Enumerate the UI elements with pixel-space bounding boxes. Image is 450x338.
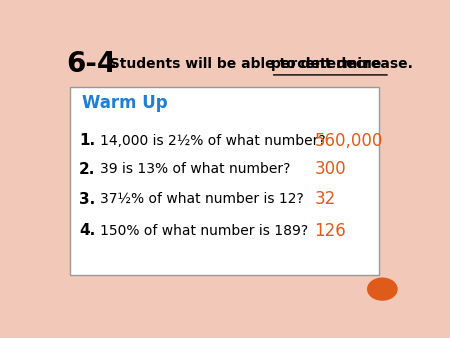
Text: 4.: 4. — [79, 223, 95, 238]
Text: 2.: 2. — [79, 162, 95, 177]
Text: 32: 32 — [314, 190, 336, 208]
Text: percent decrease.: percent decrease. — [271, 57, 413, 71]
Text: 1.: 1. — [79, 133, 95, 148]
Text: 560,000: 560,000 — [314, 132, 382, 150]
Text: Students will be able to determine: Students will be able to determine — [100, 57, 386, 71]
Text: 150% of what number is 189?: 150% of what number is 189? — [100, 223, 308, 238]
Text: 6-4: 6-4 — [67, 50, 117, 78]
Circle shape — [368, 278, 397, 300]
Text: 39 is 13% of what number?: 39 is 13% of what number? — [100, 162, 290, 176]
Text: 300: 300 — [314, 161, 346, 178]
Text: 3.: 3. — [79, 192, 95, 207]
Text: Warm Up: Warm Up — [82, 94, 168, 112]
FancyBboxPatch shape — [70, 88, 379, 275]
Text: 126: 126 — [314, 221, 346, 240]
Text: 14,000 is 2½% of what number?: 14,000 is 2½% of what number? — [100, 134, 325, 148]
Text: 37½% of what number is 12?: 37½% of what number is 12? — [100, 192, 304, 206]
